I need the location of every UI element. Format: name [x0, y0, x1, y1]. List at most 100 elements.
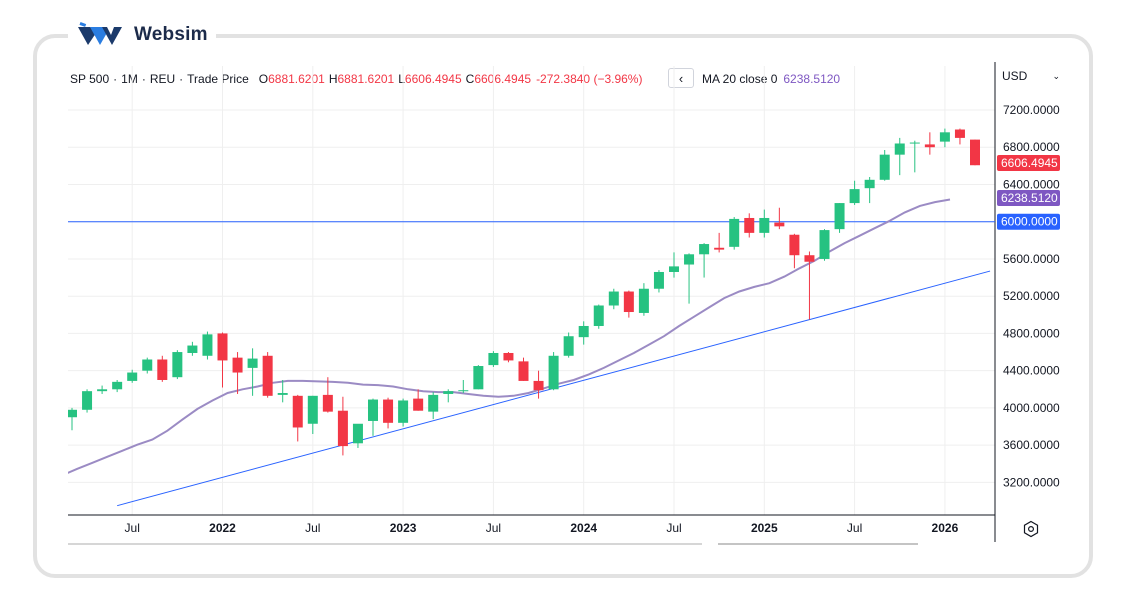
price-tick-label: 6400.0000 — [1003, 177, 1060, 191]
candle-body — [398, 400, 409, 423]
candle-body — [413, 398, 424, 411]
candle-body — [774, 222, 785, 227]
candle-up — [473, 365, 484, 390]
price-tick-label: 4400.0000 — [1003, 364, 1060, 378]
candle-up — [458, 379, 469, 394]
brand-logo: Websim — [68, 18, 216, 52]
candle-body — [503, 352, 514, 361]
candle-up — [593, 304, 604, 329]
price-tick-label: 4800.0000 — [1003, 326, 1060, 340]
candle-body — [262, 355, 273, 396]
candle-body — [127, 372, 138, 381]
legend-symbol[interactable]: SP 500 — [70, 72, 110, 86]
price-tick-label: 3200.0000 — [1003, 475, 1060, 489]
candle-body — [187, 345, 198, 353]
candle-down — [262, 352, 273, 398]
time-tick-label: 2024 — [570, 521, 597, 535]
candle-up — [578, 321, 589, 345]
price-badge-label: 6238.5120 — [1001, 191, 1058, 205]
candle-body — [894, 143, 905, 155]
candle-down — [789, 233, 800, 269]
candle-down — [804, 251, 815, 320]
candle-up — [187, 341, 198, 356]
candle-up — [398, 398, 409, 427]
price-badge-label: 6000.0000 — [1001, 215, 1058, 229]
candle-body — [157, 359, 168, 380]
chevron-down-icon: ⌄ — [1052, 70, 1060, 81]
candle-up — [68, 407, 77, 431]
candle-body — [533, 380, 544, 391]
candle-body — [759, 217, 770, 233]
candle-up — [352, 423, 363, 448]
candle-body — [322, 394, 333, 412]
candle-up — [849, 180, 860, 205]
ma-legend[interactable]: MA 20 close 0 6238.5120 — [702, 72, 840, 86]
candle-body — [608, 291, 619, 306]
settings-gear-icon[interactable] — [1022, 520, 1040, 538]
time-tick-label: 2026 — [932, 521, 959, 535]
candle-down — [714, 232, 725, 253]
price-badge-bg — [997, 213, 1060, 230]
candle-up — [443, 389, 454, 403]
candle-body — [714, 247, 725, 250]
candle-up — [202, 331, 213, 360]
ohlc-legend: SP 500 · 1M · REU · Trade Price O 6881.62… — [70, 72, 643, 86]
candle-body — [729, 218, 740, 247]
candle-body — [563, 336, 574, 356]
websim-logo-icon — [78, 22, 122, 45]
candle-up — [864, 177, 875, 204]
ma-legend-label: MA 20 close 0 — [702, 72, 778, 86]
price-tick-label: 4000.0000 — [1003, 401, 1060, 415]
candle-body — [789, 234, 800, 256]
time-tick-label: Jul — [847, 521, 862, 535]
candle-body — [864, 179, 875, 189]
candle-body — [909, 142, 920, 144]
candle-down — [774, 207, 785, 230]
candle-down — [322, 377, 333, 413]
candle-up — [563, 332, 574, 358]
candle-up — [759, 209, 770, 238]
currency-label: USD — [1002, 69, 1028, 83]
price-tick-label: 6800.0000 — [1003, 140, 1060, 154]
candle-body — [82, 391, 93, 410]
candle-body — [819, 230, 830, 259]
candle-body — [428, 394, 439, 412]
price-tick-label: 5600.0000 — [1003, 252, 1060, 266]
candle-body — [699, 244, 710, 255]
candle-up — [909, 140, 920, 173]
legend-price-type: Trade Price — [187, 72, 249, 86]
candle-body — [473, 366, 484, 390]
candle-body — [623, 291, 634, 313]
candle-down — [157, 355, 168, 382]
candle-body — [954, 129, 965, 138]
candle-up — [548, 352, 559, 391]
legend-c-value: 6606.4945 — [474, 72, 532, 86]
candle-body — [970, 139, 980, 166]
currency-selector[interactable]: USD ⌄ — [1002, 68, 1060, 84]
candle-body — [849, 189, 860, 204]
grid — [68, 66, 995, 515]
candle-up — [307, 395, 318, 434]
candle-down — [232, 352, 243, 394]
candle-body — [112, 381, 123, 390]
candle-body — [277, 393, 288, 395]
candle-body — [924, 144, 935, 148]
legend-o-value: 6881.6201 — [268, 72, 325, 86]
legend-interval[interactable]: 1M — [121, 72, 138, 86]
candle-down — [383, 397, 394, 429]
candle-body — [879, 154, 890, 180]
candle-body — [247, 358, 258, 368]
time-tick-label: Jul — [125, 521, 140, 535]
time-tick-label: Jul — [305, 521, 320, 535]
candle-body — [653, 271, 664, 289]
time-axis-labels: Jul 2022 Jul 2023 Jul 2024 Jul 2025 Jul 2026 — [125, 521, 959, 535]
candle-down — [954, 128, 965, 145]
candle-up — [368, 398, 378, 436]
legend-exchange: REU — [149, 72, 176, 86]
candle-up — [669, 252, 679, 278]
candle-up — [142, 357, 153, 374]
candle-up — [127, 369, 138, 383]
candle-down — [292, 394, 303, 442]
candle-up — [684, 253, 695, 304]
